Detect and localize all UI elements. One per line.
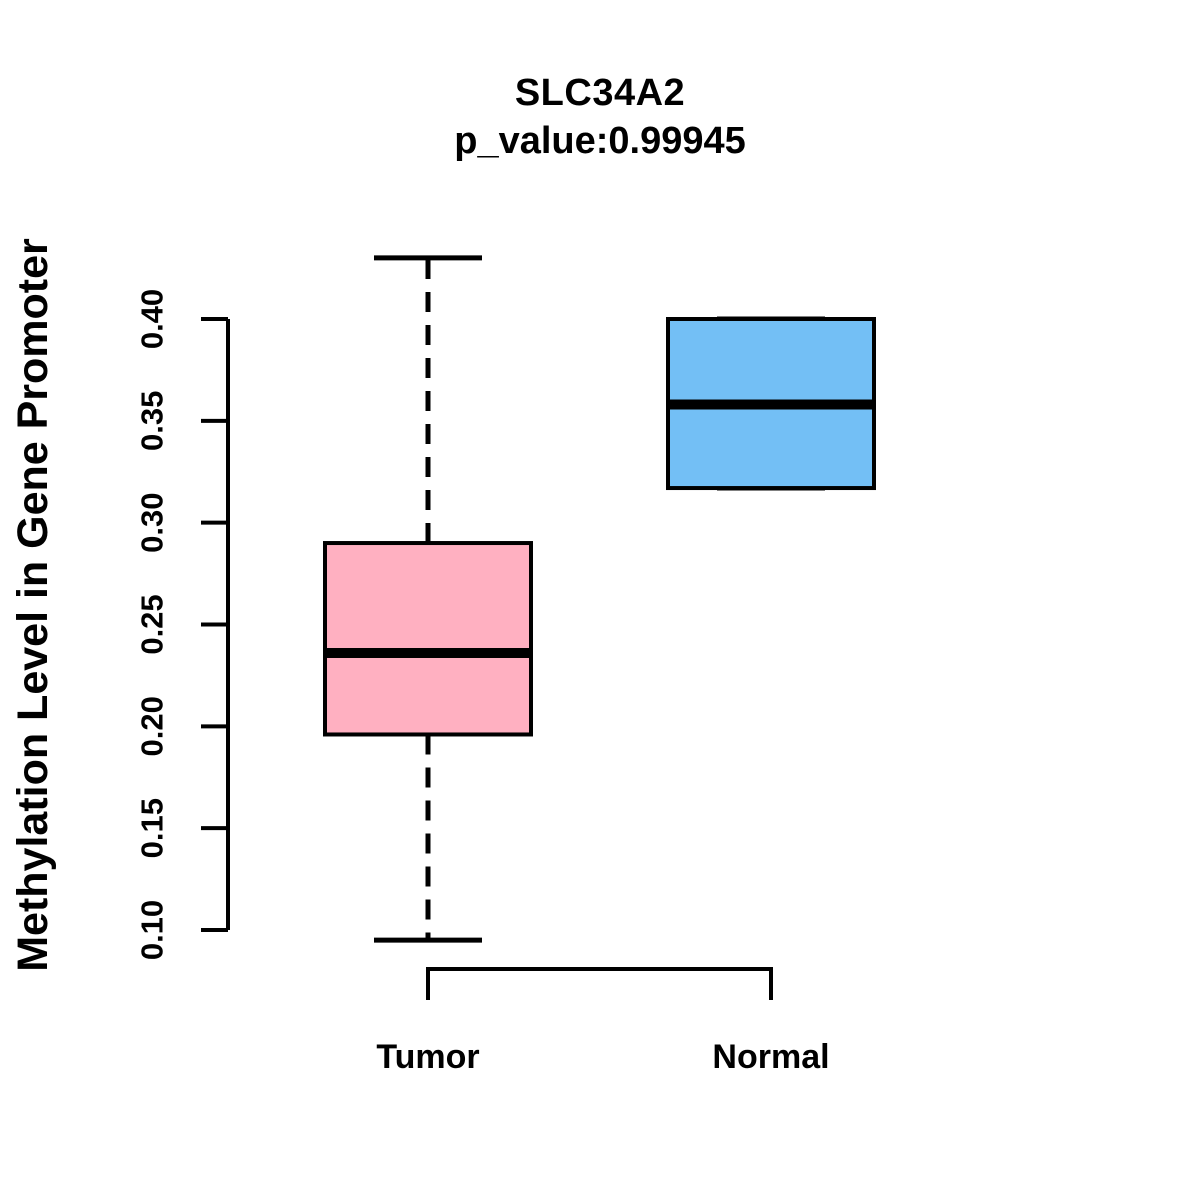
chart-subtitle: p_value:0.99945 bbox=[454, 120, 746, 162]
y-tick-label: 0.15 bbox=[135, 798, 170, 858]
y-tick-label: 0.25 bbox=[135, 594, 170, 654]
x-category-label: Normal bbox=[712, 1038, 829, 1076]
x-axis-bracket bbox=[426, 967, 773, 1000]
y-tick-label: 0.35 bbox=[135, 391, 170, 451]
x-category-label: Tumor bbox=[376, 1038, 479, 1076]
y-tick-label: 0.20 bbox=[135, 696, 170, 756]
y-tick-label: 0.40 bbox=[135, 289, 170, 349]
y-tick-label: 0.30 bbox=[135, 492, 170, 552]
y-tick-label: 0.10 bbox=[135, 900, 170, 960]
box-tumor bbox=[323, 541, 533, 737]
chart-title: SLC34A2 bbox=[514, 72, 686, 114]
